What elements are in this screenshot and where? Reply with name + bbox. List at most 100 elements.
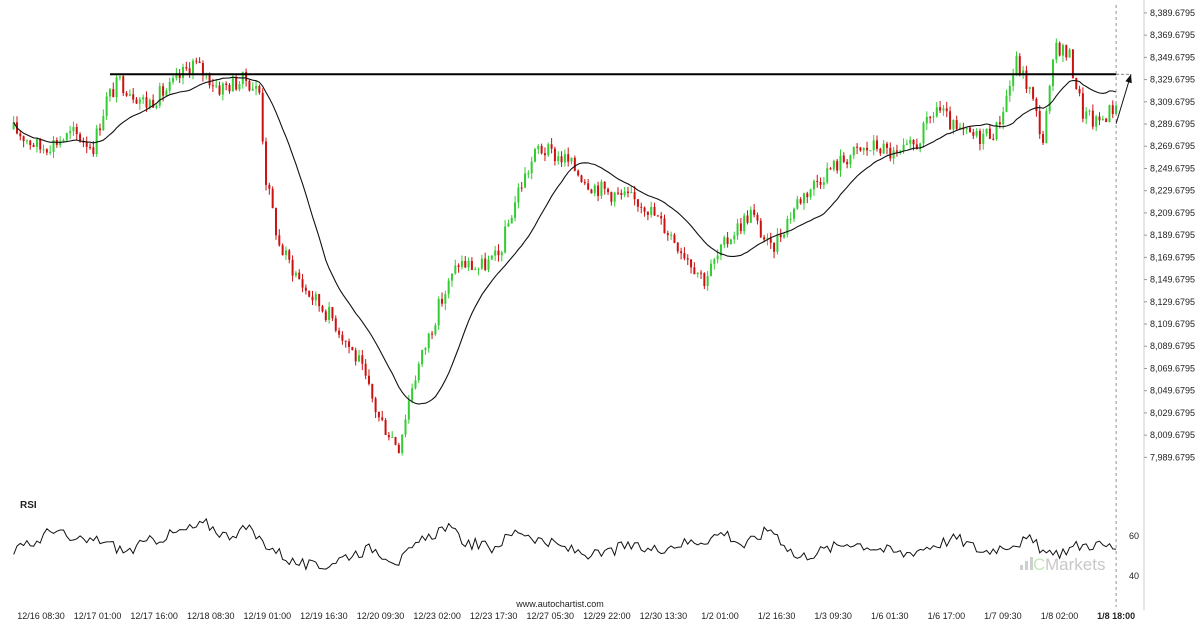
candle-body-down <box>829 168 832 170</box>
candle-body-down <box>643 207 646 212</box>
candle-body-up <box>959 127 962 129</box>
candle-body-up <box>434 325 437 335</box>
candle-body-down <box>1035 98 1038 111</box>
candle-body-up <box>839 155 842 171</box>
candle-body-up <box>832 160 835 170</box>
candle-body-up <box>786 218 789 235</box>
candle-body-down <box>308 290 311 297</box>
candle-body-up <box>460 260 463 267</box>
candle-body-down <box>703 273 706 287</box>
watermark-logo-bar <box>1030 557 1033 570</box>
candle-body-up <box>869 150 872 152</box>
candle-body-down <box>885 143 888 148</box>
candle-body-down <box>22 136 25 142</box>
candle-body-up <box>530 161 533 174</box>
candle-body-down <box>666 233 669 236</box>
candle-body-up <box>504 226 507 253</box>
price-tick-label: 8,289.6795 <box>1150 119 1195 129</box>
time-tick-label: 1/6 17:00 <box>928 611 966 621</box>
candle-body-down <box>201 63 204 76</box>
candle-body-down <box>587 183 590 190</box>
candle-body-up <box>809 189 812 198</box>
candle-body-up <box>1008 85 1011 96</box>
candle-body-down <box>338 330 341 335</box>
candle-body-up <box>251 88 254 91</box>
candle-body-up <box>165 90 168 96</box>
candle-body-up <box>437 298 440 326</box>
candle-body-up <box>411 388 414 401</box>
candle-body-up <box>427 333 430 349</box>
candle-body-down <box>653 206 656 216</box>
candle-body-down <box>1071 49 1074 78</box>
candle-body-down <box>663 218 666 234</box>
candle-body-up <box>467 260 470 268</box>
watermark-logo-c: C <box>1033 555 1045 574</box>
candle-body-down <box>354 350 357 362</box>
price-tick-label: 8,249.6795 <box>1150 163 1195 173</box>
rsi-tick-label: 60 <box>1129 531 1139 541</box>
candle-body-up <box>557 156 560 162</box>
candle-body-down <box>1032 87 1035 99</box>
candle-body-up <box>25 140 28 142</box>
candle-body-down <box>85 142 88 147</box>
candle-body-down <box>859 147 862 151</box>
candle-body-down <box>779 234 782 238</box>
price-tick-label: 8,109.6795 <box>1150 319 1195 329</box>
candle-body-up <box>922 123 925 144</box>
candle-body-up <box>852 146 855 156</box>
candle-body-down <box>580 175 583 183</box>
projection-arrow-head <box>1125 74 1132 84</box>
candle-body-down <box>318 294 321 307</box>
candle-body-up <box>563 154 566 163</box>
moving-average-line <box>13 76 1117 405</box>
candle-body-up <box>600 181 603 196</box>
candle-body-up <box>709 263 712 277</box>
candle-body-up <box>952 120 955 130</box>
candle-body-down <box>132 94 135 100</box>
time-tick-label: 1/7 09:30 <box>984 611 1022 621</box>
candle-body-down <box>972 132 975 136</box>
candle-body-up <box>766 237 769 240</box>
candle-body-down <box>626 191 629 194</box>
candle-body-up <box>1095 116 1098 127</box>
candle-body-up <box>1028 87 1031 89</box>
candle-body-up <box>919 143 922 150</box>
candle-body-up <box>1068 49 1071 58</box>
price-tick-label: 8,029.6795 <box>1150 408 1195 418</box>
candle-body-up <box>1045 111 1048 143</box>
time-tick-label: 1/3 09:30 <box>814 611 852 621</box>
candle-body-up <box>776 234 779 252</box>
candle-body-down <box>992 138 995 140</box>
candle-body-down <box>540 145 543 154</box>
candle-body-down <box>281 245 284 255</box>
candle-body-down <box>125 93 128 96</box>
candle-body-down <box>377 412 380 418</box>
price-tick-label: 7,989.6795 <box>1150 452 1195 462</box>
candle-body-down <box>334 318 337 331</box>
candle-body-down <box>577 170 580 176</box>
candle-body-up <box>407 400 410 420</box>
candle-body-up <box>1055 42 1058 60</box>
candle-body-down <box>726 237 729 245</box>
candle-body-up <box>670 234 673 236</box>
candle-body-up <box>719 244 722 256</box>
time-tick-label: 12/27 05:30 <box>526 611 574 621</box>
candle-body-down <box>676 242 679 252</box>
candle-body-down <box>278 235 281 246</box>
candle-body-up <box>982 133 985 144</box>
candle-body-down <box>603 181 606 189</box>
candle-body-down <box>856 146 859 148</box>
candle-body-down <box>1065 45 1068 58</box>
candle-body-up <box>537 145 540 150</box>
candle-body-down <box>1075 77 1078 89</box>
candle-body-down <box>646 211 649 215</box>
candle-body-down <box>1111 105 1114 115</box>
candle-body-up <box>447 280 450 295</box>
candle-body-down <box>348 341 351 348</box>
candle-body-down <box>607 188 610 193</box>
time-tick-label: 12/17 16:00 <box>130 611 178 621</box>
time-tick-label: 1/8 02:00 <box>1041 611 1079 621</box>
candle-body-up <box>1005 95 1008 112</box>
candle-body-down <box>394 437 397 445</box>
candle-body-up <box>723 237 726 245</box>
